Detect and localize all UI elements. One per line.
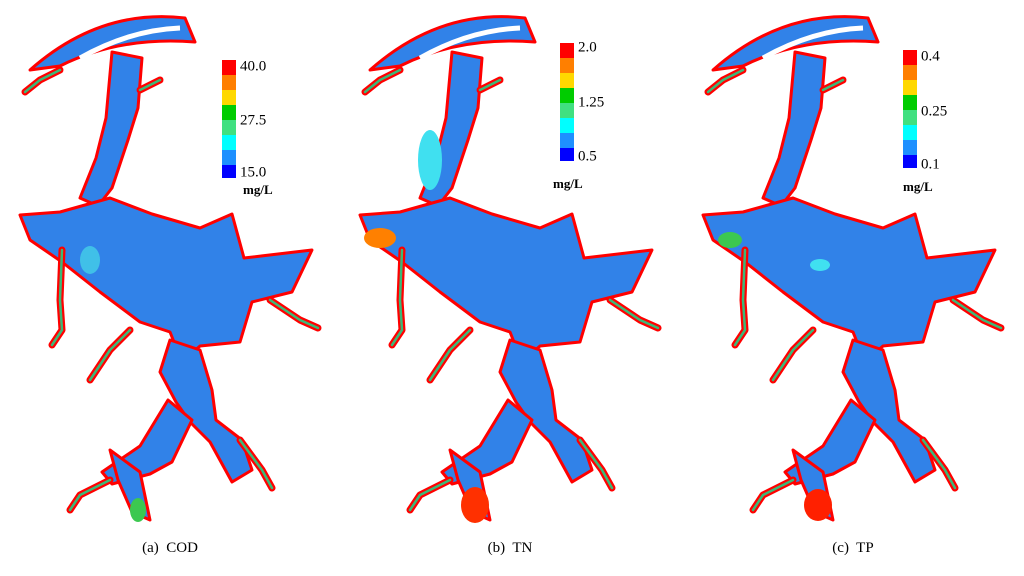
panel-b: 2.0 1.25 0.5 mg/L (b) TN	[360, 17, 658, 556]
colorbar-tick: 1.25	[578, 94, 604, 110]
patch	[418, 130, 442, 190]
patch	[804, 489, 832, 521]
patch	[461, 487, 489, 523]
patch	[80, 246, 100, 274]
lake-map	[20, 17, 318, 520]
caption: (a) COD	[142, 540, 198, 556]
colorbar-tick: 0.1	[921, 156, 940, 172]
panel-c: 0.4 0.25 0.1 mg/L (c) TP	[703, 17, 1001, 556]
caption: (c) TP	[832, 540, 873, 556]
colorbar-tick: 2.0	[578, 39, 597, 55]
unit-label: mg/L	[553, 176, 583, 191]
colorbar-tick: 40.0	[240, 58, 266, 74]
colorbar-tick: 27.5	[240, 112, 266, 128]
unit-label: mg/L	[903, 179, 933, 194]
lake-map	[360, 17, 658, 520]
colorbar-tick: 0.4	[921, 48, 940, 64]
patch	[810, 259, 830, 271]
colorbar	[222, 60, 236, 178]
patch	[130, 498, 146, 522]
unit-label: mg/L	[243, 182, 273, 197]
caption: (b) TN	[488, 540, 533, 556]
colorbar-tick: 15.0	[240, 164, 266, 180]
colorbar-tick: 0.5	[578, 148, 597, 164]
colorbar	[903, 50, 917, 168]
panel-a: 40.0 27.5 15.0 mg/L (a) COD	[20, 17, 318, 556]
patch	[364, 228, 396, 248]
lake-map	[703, 17, 1001, 520]
patch	[718, 232, 742, 248]
colorbar	[560, 43, 574, 161]
colorbar-tick: 0.25	[921, 103, 947, 119]
